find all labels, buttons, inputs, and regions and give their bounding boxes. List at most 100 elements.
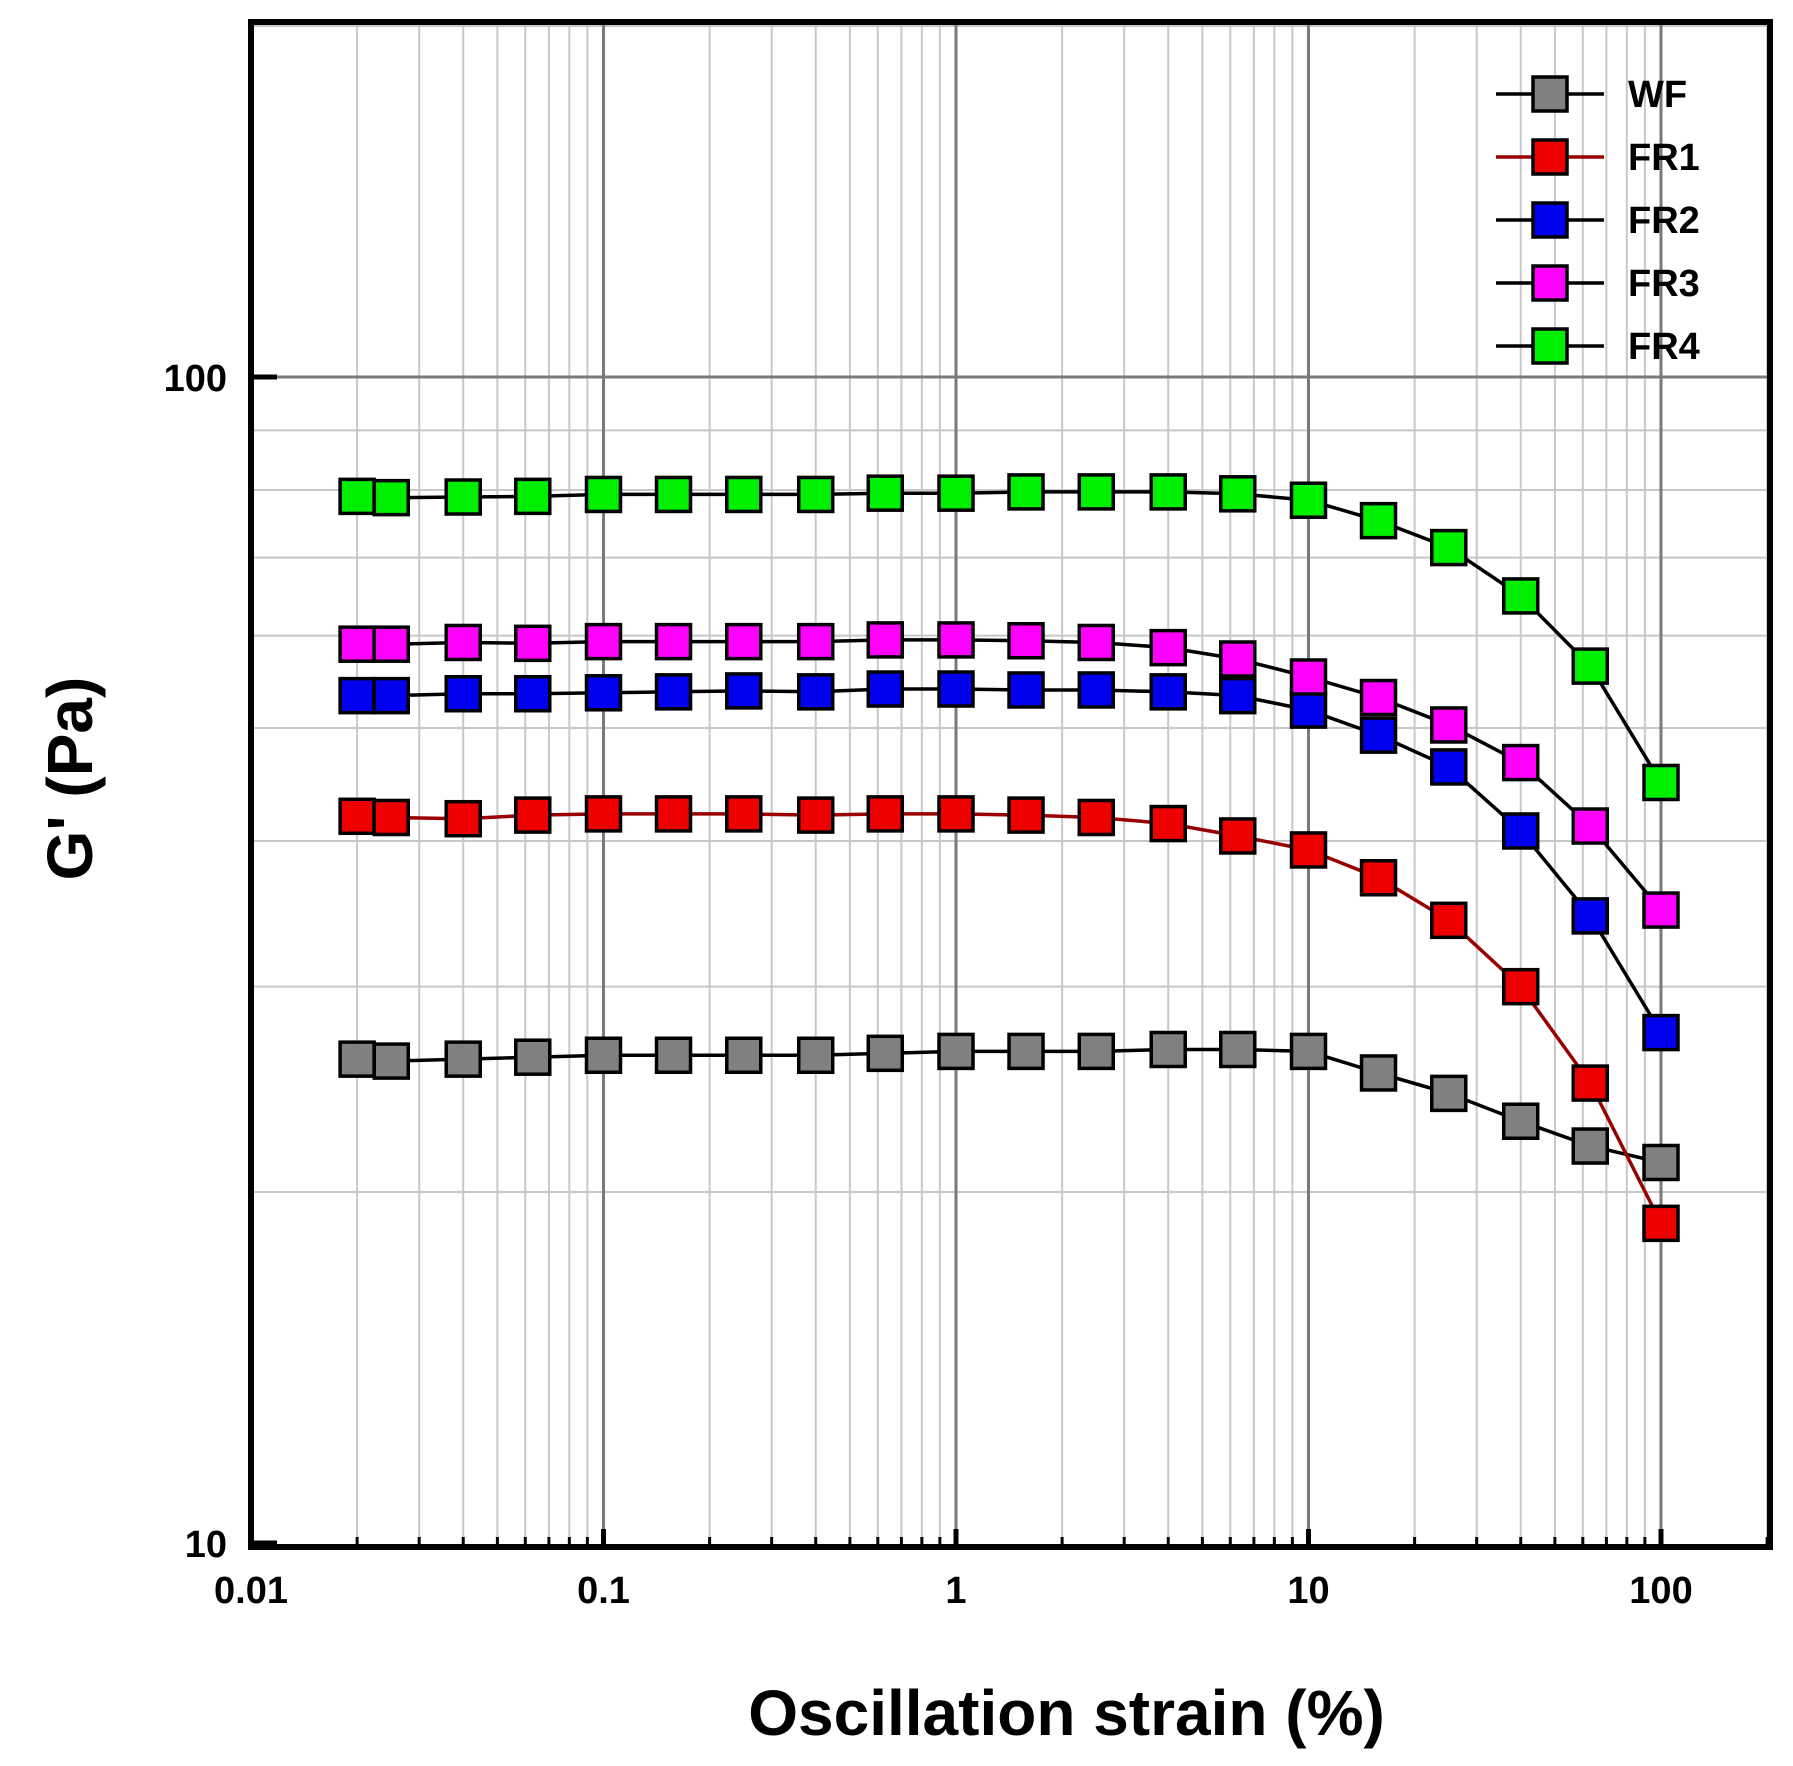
data-point bbox=[1359, 501, 1398, 540]
legend-item-fr4: FR4 bbox=[1496, 326, 1700, 368]
y-tick-label: 10 bbox=[185, 1524, 227, 1566]
data-point bbox=[514, 1038, 552, 1076]
data-point bbox=[444, 478, 482, 516]
data-point bbox=[1571, 1127, 1610, 1165]
data-point bbox=[654, 795, 693, 833]
data-point bbox=[796, 622, 835, 661]
data-point bbox=[866, 795, 905, 833]
data-point bbox=[584, 622, 623, 661]
data-point bbox=[1430, 528, 1468, 567]
series-fr2 bbox=[338, 670, 1680, 1052]
data-point bbox=[1571, 1064, 1610, 1102]
data-point bbox=[1501, 1102, 1540, 1140]
legend-marker bbox=[1531, 138, 1569, 176]
data-point bbox=[1077, 623, 1116, 662]
data-point bbox=[654, 1036, 693, 1075]
series-layer bbox=[338, 473, 1680, 1243]
data-point bbox=[1149, 628, 1187, 667]
data-point bbox=[1219, 817, 1257, 855]
data-point bbox=[1571, 647, 1610, 685]
data-point bbox=[338, 676, 376, 715]
data-point bbox=[1430, 706, 1468, 744]
data-point bbox=[514, 477, 552, 516]
plot-frame bbox=[248, 19, 1773, 1550]
data-point bbox=[1642, 1143, 1680, 1182]
y-axis-title: G' (Pa) bbox=[34, 677, 106, 881]
data-point bbox=[338, 625, 376, 663]
data-point bbox=[1219, 640, 1257, 678]
data-point bbox=[937, 621, 975, 659]
x-tick-label: 0.01 bbox=[214, 1570, 288, 1612]
data-point bbox=[1077, 798, 1116, 837]
data-point bbox=[937, 474, 975, 512]
data-point bbox=[1077, 473, 1116, 511]
data-point bbox=[338, 797, 376, 836]
data-point bbox=[1642, 891, 1680, 929]
data-point bbox=[866, 621, 905, 659]
series-fr1 bbox=[338, 795, 1680, 1243]
data-point bbox=[654, 475, 693, 514]
data-point bbox=[1501, 812, 1540, 850]
data-point bbox=[372, 676, 411, 715]
legend-label: FR4 bbox=[1628, 326, 1700, 368]
data-point bbox=[338, 477, 376, 516]
data-point bbox=[725, 1036, 763, 1075]
data-point bbox=[1359, 678, 1398, 717]
data-point bbox=[1219, 475, 1257, 513]
data-point bbox=[1149, 473, 1187, 511]
legend-item-fr3: FR3 bbox=[1496, 263, 1700, 305]
data-point bbox=[1289, 1032, 1328, 1071]
legend-item-wf: WF bbox=[1496, 74, 1687, 116]
data-point bbox=[1007, 622, 1045, 660]
data-point bbox=[1501, 577, 1540, 615]
x-tick-label: 1 bbox=[945, 1570, 966, 1612]
data-point bbox=[372, 1042, 411, 1080]
data-point bbox=[1359, 1054, 1398, 1092]
data-point bbox=[1219, 676, 1257, 715]
data-point bbox=[444, 799, 482, 838]
data-point bbox=[1430, 748, 1468, 786]
data-point bbox=[1501, 967, 1540, 1006]
series-fr3 bbox=[338, 621, 1680, 929]
y-tick-label: 100 bbox=[164, 358, 227, 400]
data-point bbox=[1501, 743, 1540, 782]
data-point bbox=[937, 795, 975, 833]
x-tick-label: 0.1 bbox=[577, 1570, 630, 1612]
legend-label: FR3 bbox=[1628, 263, 1700, 305]
series-line bbox=[357, 812, 1663, 1225]
data-point bbox=[866, 474, 905, 512]
data-point bbox=[514, 796, 552, 834]
data-point bbox=[725, 622, 763, 661]
data-point bbox=[1289, 691, 1328, 729]
series-fr4 bbox=[338, 473, 1680, 802]
data-point bbox=[937, 670, 975, 708]
data-point bbox=[1571, 897, 1610, 935]
data-point bbox=[1149, 804, 1187, 843]
data-point bbox=[725, 672, 763, 710]
legend-marker bbox=[1531, 264, 1569, 302]
data-point bbox=[1077, 671, 1116, 709]
data-point bbox=[1007, 1032, 1045, 1071]
x-tick-label: 10 bbox=[1287, 1570, 1329, 1612]
data-point bbox=[584, 475, 623, 514]
data-point bbox=[1149, 1030, 1187, 1069]
data-point bbox=[1359, 858, 1398, 897]
y-tick-labels: 10 100 bbox=[164, 358, 227, 1566]
data-point bbox=[866, 670, 905, 708]
data-point bbox=[514, 624, 552, 663]
data-point bbox=[1571, 807, 1610, 845]
legend-label: WF bbox=[1628, 74, 1687, 116]
data-point bbox=[372, 798, 411, 837]
data-point bbox=[514, 674, 552, 713]
data-point bbox=[1430, 1074, 1468, 1113]
data-point bbox=[584, 674, 623, 712]
data-point bbox=[725, 795, 763, 833]
data-point bbox=[444, 623, 482, 662]
data-point bbox=[725, 475, 763, 514]
data-point bbox=[1007, 796, 1045, 834]
data-point bbox=[796, 796, 835, 834]
legend: WF FR1 FR2 FR3 FR4 bbox=[1496, 74, 1700, 368]
data-point bbox=[1642, 1204, 1680, 1243]
data-point bbox=[1642, 1013, 1680, 1052]
